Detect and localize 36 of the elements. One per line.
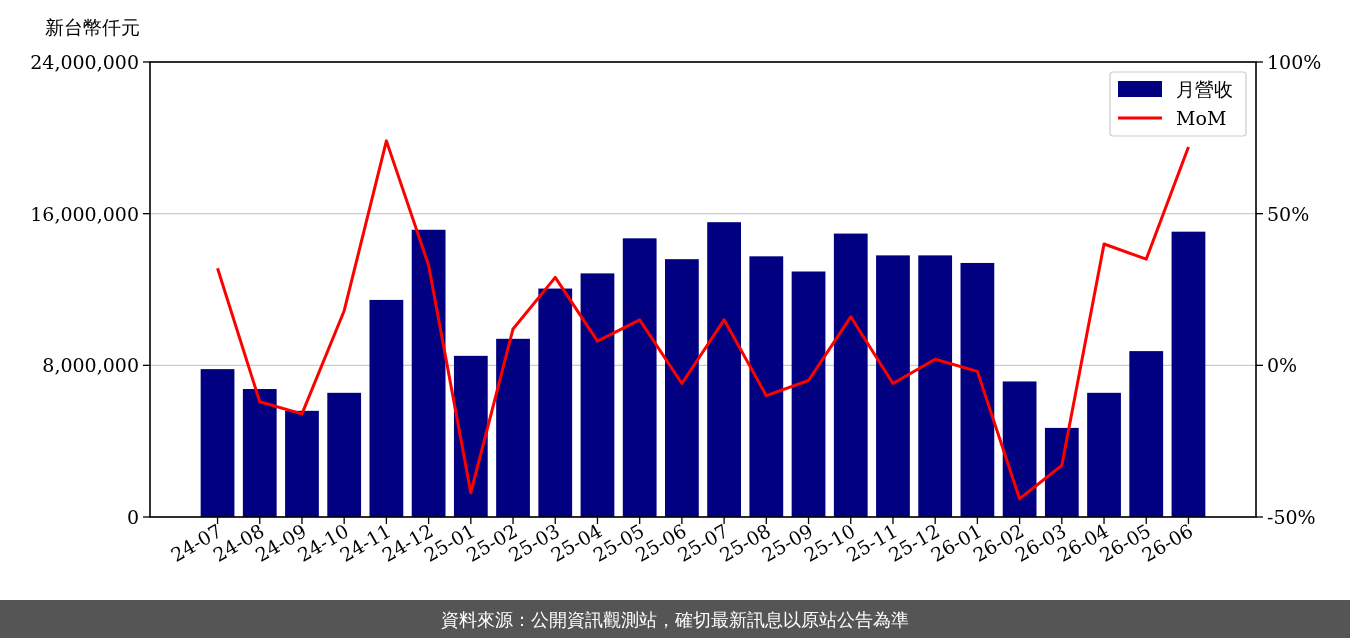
bar bbox=[496, 338, 530, 517]
bar bbox=[960, 262, 995, 517]
bar bbox=[749, 256, 784, 517]
y2-tick-label: 100% bbox=[1267, 51, 1322, 73]
y2-tick-label: 0% bbox=[1267, 354, 1298, 377]
y-tick-label: 24,000,000 bbox=[30, 51, 139, 73]
bar bbox=[200, 369, 235, 517]
bar bbox=[285, 410, 319, 517]
bar bbox=[833, 233, 868, 517]
y-tick-label: 16,000,000 bbox=[30, 202, 139, 225]
bar bbox=[453, 355, 488, 517]
y-tick-label: 0 bbox=[126, 506, 139, 528]
bar bbox=[369, 299, 404, 517]
y2-tick-label: -50% bbox=[1267, 506, 1316, 528]
bar bbox=[791, 271, 826, 517]
bar bbox=[1087, 392, 1121, 517]
legend-label: 月營收 bbox=[1176, 78, 1233, 100]
bar bbox=[665, 259, 699, 517]
bar bbox=[1171, 231, 1206, 517]
y2-tick-label: 50% bbox=[1267, 202, 1310, 225]
bar bbox=[538, 288, 573, 517]
bar bbox=[580, 273, 615, 517]
bar bbox=[411, 229, 446, 517]
source-note: 資料來源：公開資訊觀測站，確切最新訊息以原站公告為準 bbox=[441, 609, 909, 630]
bar bbox=[327, 392, 362, 517]
bar bbox=[707, 222, 741, 517]
bar bbox=[1129, 351, 1164, 517]
legend-label: MoM bbox=[1176, 107, 1227, 129]
bar bbox=[622, 238, 657, 517]
bar bbox=[1044, 427, 1079, 517]
y-axis-title: 新台幣仟元 bbox=[45, 16, 140, 38]
bar bbox=[1002, 381, 1037, 517]
bar bbox=[918, 255, 953, 517]
y-tick-label: 8,000,000 bbox=[42, 354, 139, 377]
bar bbox=[242, 389, 277, 517]
bar bbox=[876, 255, 910, 517]
